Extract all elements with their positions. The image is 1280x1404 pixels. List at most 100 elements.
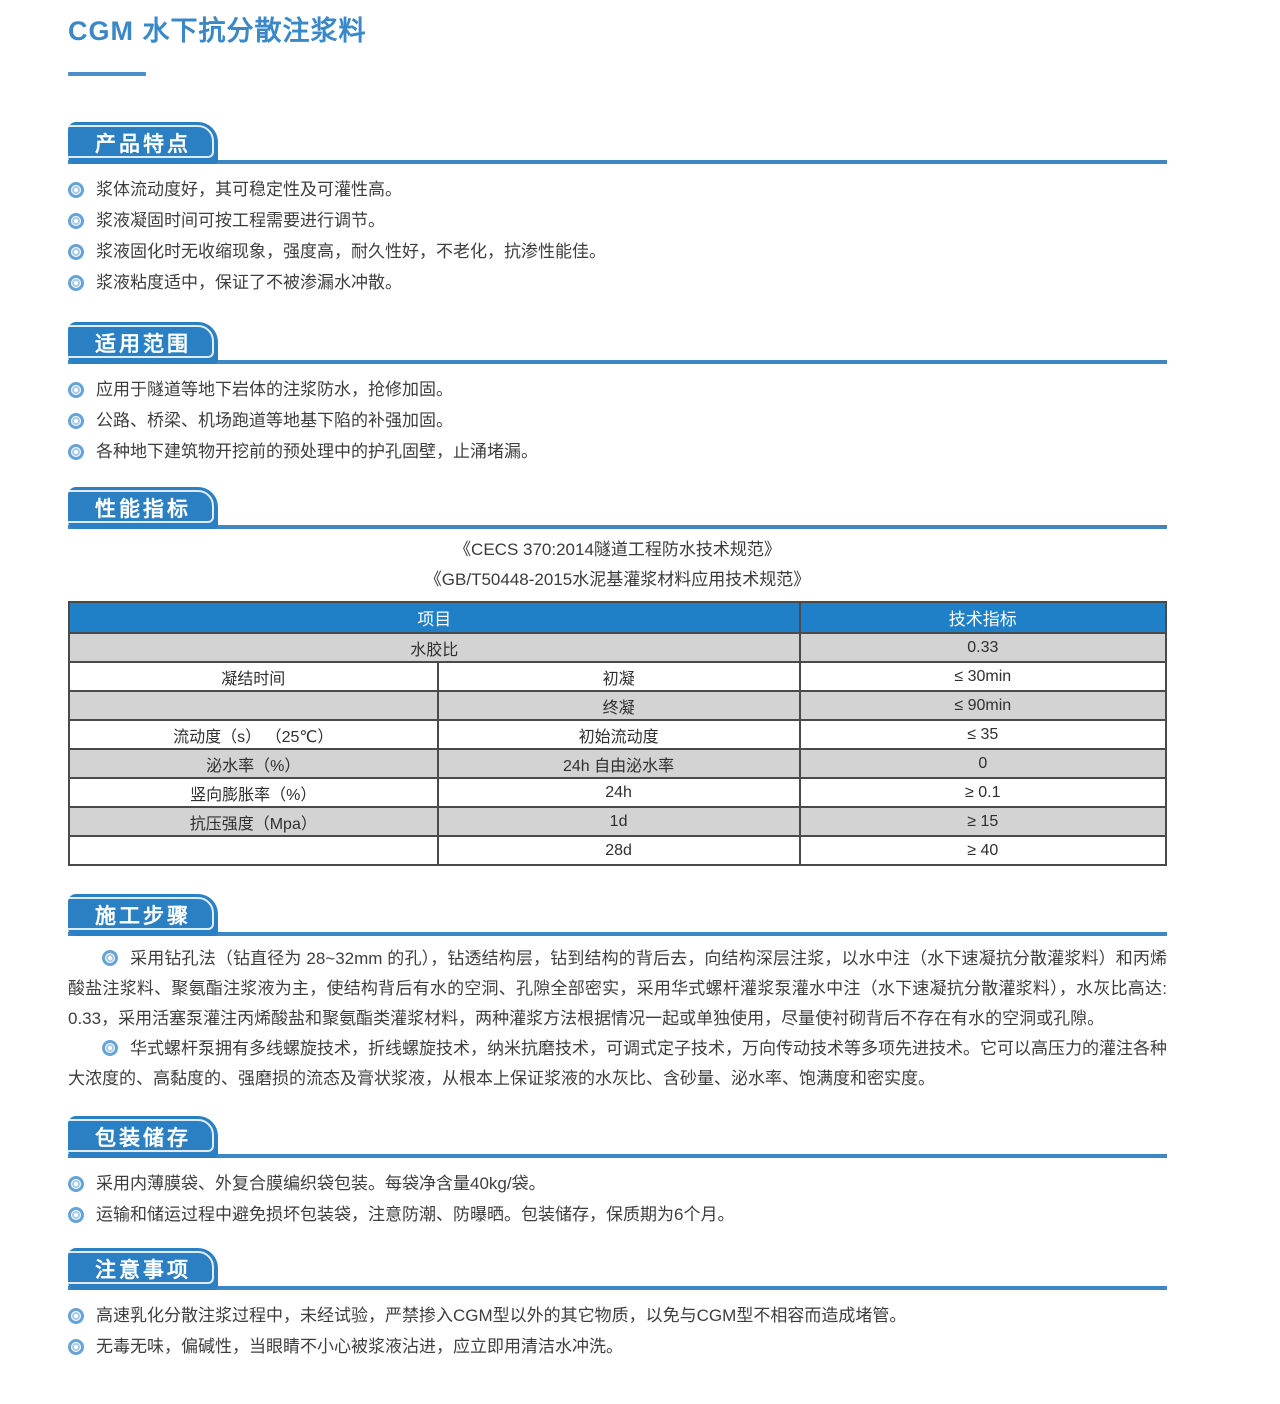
table-header-cell-item: 项目 [68, 601, 801, 634]
list-item: 采用内薄膜袋、外复合膜编织袋包装。每袋净含量40kg/袋。 [68, 1168, 1167, 1199]
table-header-cell-indicator: 技术指标 [798, 601, 1168, 634]
list-item: 浆液粘度适中，保证了不被渗漏水冲散。 [68, 267, 1167, 298]
list-item-text: 运输和储运过程中避免损坏包装袋，注意防潮、防曝晒。包装储存，保质期为6个月。 [96, 1205, 735, 1224]
section-tab-notes: 注意事项 [68, 1248, 218, 1290]
list-item-text: 各种地下建筑物开挖前的预处理中的护孔固壁，止涌堵漏。 [96, 442, 538, 461]
table-row: 竖向膨胀率（%） 24h ≥ 0.1 [68, 777, 1168, 808]
list-item: 无毒无味，偏碱性，当眼睛不小心被浆液沾进，应立即用清洁水冲洗。 [68, 1331, 1167, 1362]
table-cell: 28d [436, 835, 801, 866]
section-heading-features: 产品特点 [95, 133, 191, 156]
section-heading-packaging: 包装储存 [95, 1127, 191, 1150]
list-item: 运输和储运过程中避免损坏包装袋，注意防潮、防曝晒。包装储存，保质期为6个月。 [68, 1199, 1167, 1230]
section-header-notes: 注意事项 [68, 1248, 1167, 1290]
construction-paragraphs: 采用钻孔法（钻直径为 28~32mm 的孔），钻透结构层，钻到结构的背后去，向结… [68, 944, 1167, 1094]
table-cell: 泌水率（%） [68, 748, 439, 779]
features-list: 浆体流动度好，其可稳定性及可灌性高。 浆液凝固时间可按工程需要进行调节。 浆液固… [68, 174, 1167, 298]
section-heading-construction: 施工步骤 [95, 905, 191, 928]
section-header-packaging: 包装储存 [68, 1116, 1167, 1158]
page-title: CGM 水下抗分散注浆料 [68, 16, 367, 46]
table-header-row: 项目 技术指标 [68, 601, 1168, 634]
table-row: 抗压强度（Mpa） 1d ≥ 15 [68, 806, 1168, 837]
list-item-text: 无毒无味，偏碱性，当眼睛不小心被浆液沾进，应立即用清洁水冲洗。 [96, 1337, 623, 1356]
table-cell: 0 [798, 748, 1168, 779]
list-item-text: 公路、桥梁、机场跑道等地基下陷的补强加固。 [96, 411, 453, 430]
bullet-icon [68, 1207, 84, 1223]
section-header-features: 产品特点 [68, 122, 1167, 164]
table-cell: 24h [436, 777, 801, 808]
bullet-icon [68, 413, 84, 429]
list-item-text: 浆液固化时无收缩现象，强度高，耐久性好，不老化，抗渗性能佳。 [96, 242, 606, 261]
table-cell: 竖向膨胀率（%） [68, 777, 439, 808]
title-underline [68, 72, 146, 76]
bullet-icon [68, 275, 84, 291]
construction-paragraph: 采用钻孔法（钻直径为 28~32mm 的孔），钻透结构层，钻到结构的背后去，向结… [68, 944, 1167, 1034]
table-cell: 流动度（s） （25℃） [68, 719, 439, 750]
bullet-icon [68, 382, 84, 398]
table-row: 泌水率（%） 24h 自由泌水率 0 [68, 748, 1168, 779]
table-row: 28d ≥ 40 [68, 835, 1168, 866]
table-row: 终凝 ≤ 90min [68, 690, 1168, 721]
standard-line: 《GB/T50448-2015水泥基灌浆材料应用技术规范》 [424, 570, 811, 589]
table-cell: 凝结时间 [68, 661, 439, 692]
section-header-construction: 施工步骤 [68, 894, 1167, 936]
standard-line: 《CECS 370:2014隧道工程防水技术规范》 [454, 540, 781, 559]
table-cell: ≤ 35 [798, 719, 1168, 750]
list-item: 高速乳化分散注浆过程中，未经试验，严禁掺入CGM型以外的其它物质，以免与CGM型… [68, 1300, 1167, 1331]
section-tab-packaging: 包装储存 [68, 1116, 218, 1158]
table-cell: ≥ 15 [798, 806, 1168, 837]
section-tab-construction: 施工步骤 [68, 894, 218, 936]
packaging-list: 采用内薄膜袋、外复合膜编织袋包装。每袋净含量40kg/袋。 运输和储运过程中避免… [68, 1168, 1167, 1230]
table-cell [68, 690, 439, 721]
table-cell: 1d [436, 806, 801, 837]
section-tab-features: 产品特点 [68, 122, 218, 164]
list-item-text: 浆液凝固时间可按工程需要进行调节。 [96, 211, 385, 230]
performance-table: 项目 技术指标 水胶比 0.33 凝结时间 初凝 ≤ 30min 终凝 ≤ 90… [68, 601, 1168, 866]
notes-list: 高速乳化分散注浆过程中，未经试验，严禁掺入CGM型以外的其它物质，以免与CGM型… [68, 1300, 1167, 1362]
table-cell: ≤ 90min [798, 690, 1168, 721]
document-content: CGM 水下抗分散注浆料 产品特点 浆体流动度好，其可稳定性及可灌性高。 浆液凝… [68, 14, 1168, 1362]
list-item: 应用于隧道等地下岩体的注浆防水，抢修加固。 [68, 374, 1167, 405]
table-row: 凝结时间 初凝 ≤ 30min [68, 661, 1168, 692]
bullet-icon [68, 244, 84, 260]
list-item: 浆液凝固时间可按工程需要进行调节。 [68, 205, 1167, 236]
table-cell: ≤ 30min [798, 661, 1168, 692]
list-item: 浆体流动度好，其可稳定性及可灌性高。 [68, 174, 1167, 205]
section-heading-scope: 适用范围 [95, 333, 191, 356]
section-header-scope: 适用范围 [68, 322, 1167, 364]
section-tab-scope: 适用范围 [68, 322, 218, 364]
table-cell: 24h 自由泌水率 [436, 748, 801, 779]
table-cell: 水胶比 [68, 632, 801, 663]
list-item: 公路、桥梁、机场跑道等地基下陷的补强加固。 [68, 405, 1167, 436]
bullet-icon [102, 950, 118, 966]
table-cell: 初始流动度 [436, 719, 801, 750]
list-item-text: 采用内薄膜袋、外复合膜编织袋包装。每袋净含量40kg/袋。 [96, 1174, 546, 1193]
table-cell: 终凝 [436, 690, 801, 721]
list-item-text: 高速乳化分散注浆过程中，未经试验，严禁掺入CGM型以外的其它物质，以免与CGM型… [96, 1306, 907, 1325]
list-item: 各种地下建筑物开挖前的预处理中的护孔固壁，止涌堵漏。 [68, 436, 1167, 467]
scope-list: 应用于隧道等地下岩体的注浆防水，抢修加固。 公路、桥梁、机场跑道等地基下陷的补强… [68, 374, 1167, 467]
section-header-performance: 性能指标 [68, 487, 1167, 529]
table-cell [68, 835, 439, 866]
bullet-icon [68, 1339, 84, 1355]
paragraph-text: 采用钻孔法（钻直径为 28~32mm 的孔），钻透结构层，钻到结构的背后去，向结… [68, 949, 1167, 1028]
bullet-icon [102, 1040, 118, 1056]
list-item-text: 浆液粘度适中，保证了不被渗漏水冲散。 [96, 273, 402, 292]
table-cell: 抗压强度（Mpa） [68, 806, 439, 837]
table-row: 水胶比 0.33 [68, 632, 1168, 663]
list-item: 浆液固化时无收缩现象，强度高，耐久性好，不老化，抗渗性能佳。 [68, 236, 1167, 267]
table-cell: 初凝 [436, 661, 801, 692]
section-tab-performance: 性能指标 [68, 487, 218, 529]
table-cell: ≥ 40 [798, 835, 1168, 866]
bullet-icon [68, 213, 84, 229]
bullet-icon [68, 1176, 84, 1192]
bullet-icon [68, 444, 84, 460]
document-page: CGM 水下抗分散注浆料 产品特点 浆体流动度好，其可稳定性及可灌性高。 浆液凝… [68, 14, 1168, 1362]
bullet-icon [68, 1308, 84, 1324]
section-heading-notes: 注意事项 [95, 1259, 191, 1282]
paragraph-text: 华式螺杆泵拥有多线螺旋技术，折线螺旋技术，纳米抗磨技术，可调式定子技术，万向传动… [68, 1039, 1167, 1088]
list-item-text: 浆体流动度好，其可稳定性及可灌性高。 [96, 180, 402, 199]
table-cell: ≥ 0.1 [798, 777, 1168, 808]
construction-paragraph: 华式螺杆泵拥有多线螺旋技术，折线螺旋技术，纳米抗磨技术，可调式定子技术，万向传动… [68, 1034, 1167, 1094]
table-cell: 0.33 [798, 632, 1168, 663]
section-heading-performance: 性能指标 [95, 498, 191, 521]
